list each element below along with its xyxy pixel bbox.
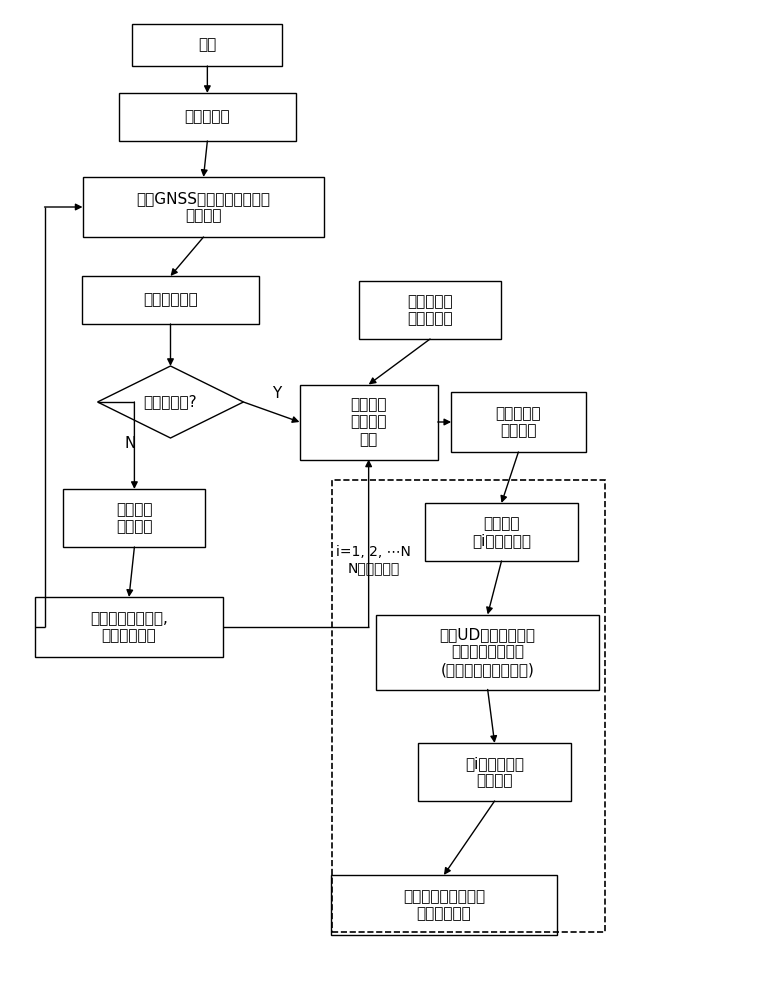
Bar xyxy=(300,384,438,460)
Bar xyxy=(83,177,324,237)
Text: N: N xyxy=(125,436,136,452)
Bar xyxy=(418,743,571,801)
Polygon shape xyxy=(98,366,243,438)
Bar xyxy=(332,480,605,932)
Text: 基于UD分解的卡尔曼
滤波测量更新过程
(各导航系统权重不等): 基于UD分解的卡尔曼 滤波测量更新过程 (各导航系统权重不等) xyxy=(439,627,536,677)
Text: 卡尔曼滤波
时间更新: 卡尔曼滤波 时间更新 xyxy=(495,406,541,438)
Text: Y: Y xyxy=(272,385,281,400)
Text: 卫星运动
状态方程
积分: 卫星运动 状态方程 积分 xyxy=(350,397,387,447)
Bar xyxy=(119,93,296,141)
Bar xyxy=(330,875,558,935)
Text: 星载GNSS多天线观测数据和
广播星历: 星载GNSS多天线观测数据和 广播星历 xyxy=(137,191,270,223)
Text: 单点定位测速: 单点定位测速 xyxy=(143,292,198,308)
Bar xyxy=(82,276,259,324)
Text: 第i个相位中心
转到质心: 第i个相位中心 转到质心 xyxy=(465,756,524,788)
Bar xyxy=(35,597,223,657)
Text: 开始: 开始 xyxy=(198,37,217,52)
Text: 质心转到
第i个相位中心: 质心转到 第i个相位中心 xyxy=(472,516,531,548)
Text: 初始化滤波状态量,
启动自主定轨: 初始化滤波状态量, 启动自主定轨 xyxy=(90,611,168,643)
Bar xyxy=(133,24,283,66)
Bar xyxy=(425,503,578,561)
Text: 定轨滤波位置速度及
轨道根数结果: 定轨滤波位置速度及 轨道根数结果 xyxy=(403,889,485,921)
Bar xyxy=(452,392,585,452)
Text: 高精度轨道
动力学模型: 高精度轨道 动力学模型 xyxy=(407,294,453,326)
Text: 系统初始化: 系统初始化 xyxy=(184,109,230,124)
Bar xyxy=(376,614,599,690)
Text: 相位中心
转到质心: 相位中心 转到质心 xyxy=(116,502,153,534)
Bar xyxy=(63,489,205,547)
Text: i=1, 2, ⋯N
N为天线个数: i=1, 2, ⋯N N为天线个数 xyxy=(336,545,411,575)
Text: 定轨已启动?: 定轨已启动? xyxy=(144,394,197,410)
Bar xyxy=(359,281,502,339)
